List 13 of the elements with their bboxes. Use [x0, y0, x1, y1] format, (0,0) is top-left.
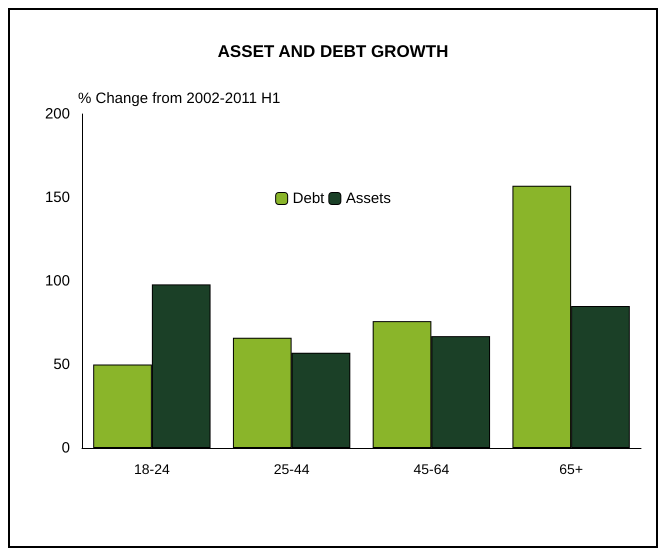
y-tick-label: 50 — [53, 356, 70, 373]
legend-label: Assets — [346, 190, 391, 207]
y-tick-label: 100 — [44, 272, 70, 290]
y-axis-title: % Change from 2002-2011 H1 — [78, 90, 280, 107]
y-tick-label: 0 — [62, 440, 70, 456]
chart-title: ASSET AND DEBT GROWTH — [218, 42, 448, 61]
y-tick-label: 150 — [44, 189, 70, 206]
x-tick-label: 65+ — [559, 461, 583, 477]
legend-label: Debt — [292, 190, 326, 207]
x-tick-label: 45-64 — [413, 461, 450, 477]
x-tick-label: 25-44 — [274, 461, 310, 477]
x-tick-label: 18-24 — [134, 461, 170, 477]
y-tick-label: 200 — [44, 106, 70, 122]
